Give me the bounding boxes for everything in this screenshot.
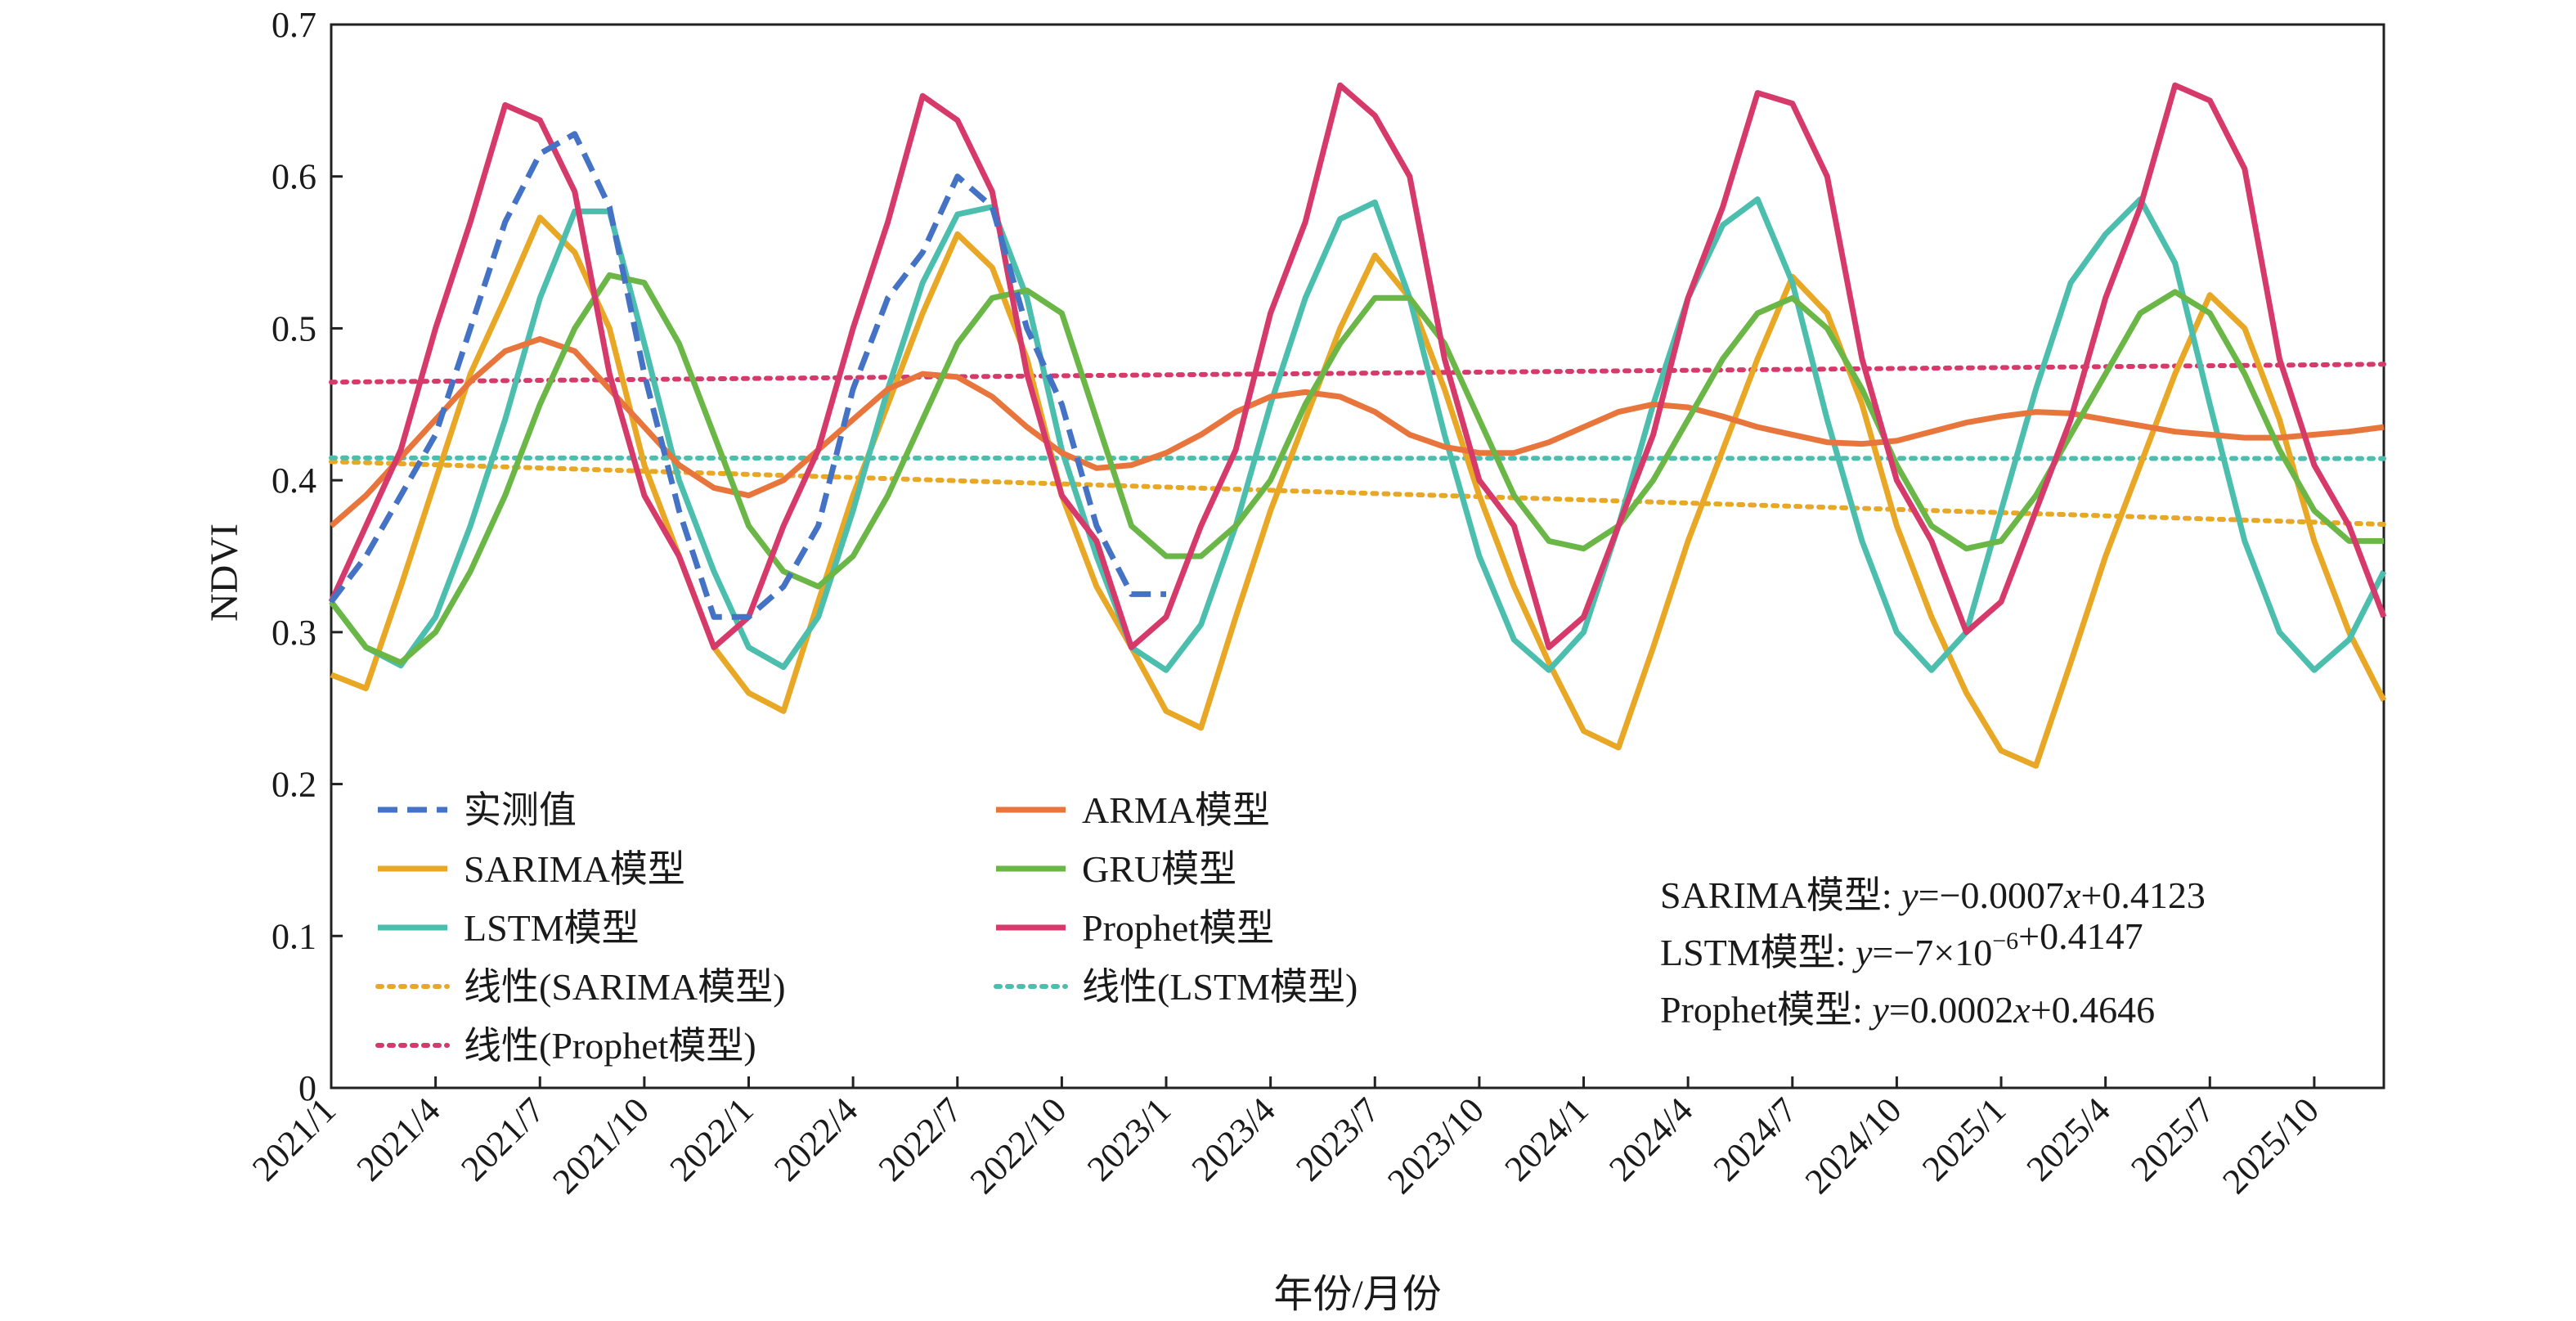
legend-label: 线性(SARIMA模型) — [464, 966, 786, 1008]
x-tick-label: 2025/10 — [2215, 1090, 2327, 1202]
x-tick-label: 2025/7 — [2123, 1090, 2222, 1188]
legend-label: 实测值 — [464, 789, 577, 831]
x-tick-label: 2024/10 — [1797, 1090, 1910, 1202]
y-tick-label: 0.2 — [272, 765, 316, 805]
x-tick-label: 2025/1 — [1914, 1090, 2013, 1188]
legend-label: GRU模型 — [1082, 848, 1236, 890]
series-line-8 — [328, 82, 2387, 650]
y-tick-label: 0 — [298, 1068, 316, 1108]
series-line-2 — [330, 214, 2387, 769]
x-tick-label: 2021/10 — [545, 1090, 657, 1202]
series-line-1 — [329, 131, 1166, 620]
y-axis-title: NDVI — [203, 523, 246, 622]
legend-label: ARMA模型 — [1082, 789, 1270, 831]
x-tick-label: 2025/4 — [2019, 1090, 2118, 1188]
x-tick-label: 2023/7 — [1288, 1090, 1387, 1188]
plot-border — [330, 23, 2385, 1090]
x-tick-label: 2021/4 — [349, 1090, 448, 1188]
x-tick-label: 2024/4 — [1601, 1090, 1700, 1188]
legend-label: Prophet模型 — [1082, 907, 1274, 949]
x-tick-label: 2022/1 — [662, 1090, 761, 1188]
legend-label: 线性(Prophet模型) — [464, 1025, 756, 1067]
y-tick-label: 0.3 — [272, 613, 316, 653]
x-tick-label: 2024/1 — [1497, 1090, 1596, 1188]
plot-frame — [330, 23, 2385, 1090]
x-tick-label: 2023/4 — [1184, 1090, 1283, 1188]
trendline-equation: LSTM模型: y=−7×10−6+0.4147 — [1660, 915, 2143, 973]
y-axis: 0 0.1 0.2 0.3 0.4 0.5 0.6 0.7 — [272, 5, 343, 1108]
x-tick-label: 2023/10 — [1380, 1090, 1492, 1202]
trendline-equation: SARIMA模型: y=−0.0007x+0.4123 — [1660, 874, 2206, 916]
series-line-7 — [329, 272, 2384, 666]
series-line-5 — [329, 362, 2386, 385]
x-tick-label: 2022/7 — [871, 1090, 970, 1188]
y-tick-label: 0.4 — [272, 461, 316, 501]
series-line-9 — [329, 455, 2386, 461]
x-tick-label: 2022/4 — [766, 1090, 865, 1188]
legend-label: 线性(LSTM模型) — [1082, 966, 1358, 1008]
legend-label: SARIMA模型 — [464, 848, 685, 890]
x-tick-label: 2024/7 — [1706, 1090, 1805, 1188]
y-tick-label: 0.5 — [272, 308, 316, 348]
series-line-6 — [329, 335, 2385, 528]
trendline-equation: Prophet模型: y=0.0002x+0.4646 — [1660, 989, 2155, 1031]
x-tick-label: 2022/10 — [963, 1090, 1075, 1202]
y-tick-label: 0.6 — [272, 157, 316, 197]
y-tick-label: 0.7 — [272, 5, 316, 45]
legend-label: LSTM模型 — [464, 907, 640, 949]
x-axis-title: 年份/月份 — [1273, 1273, 1441, 1316]
series-line-4 — [329, 459, 2386, 527]
x-tick-label: 2021/1 — [245, 1090, 343, 1188]
x-tick-label: 2023/1 — [1079, 1090, 1178, 1188]
x-tick-label: 2021/7 — [453, 1090, 552, 1188]
series-layer — [328, 82, 2387, 769]
y-tick-label: 0.1 — [272, 916, 316, 956]
